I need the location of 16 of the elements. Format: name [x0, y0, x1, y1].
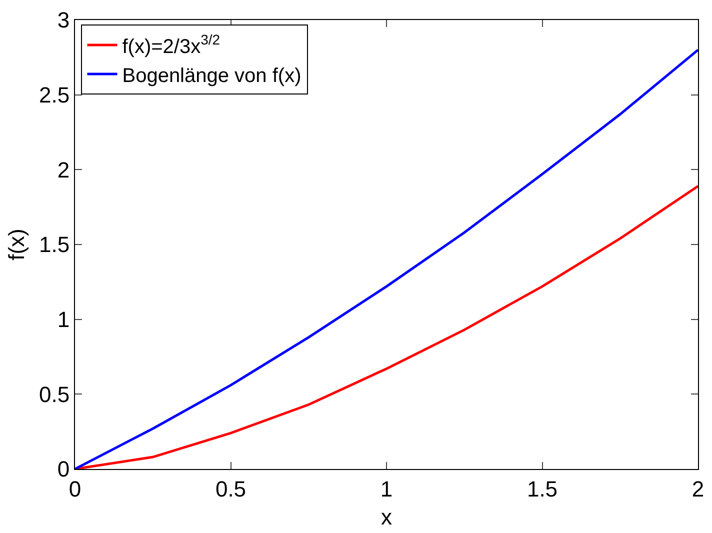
- y-tick-label: 1: [57, 307, 70, 332]
- x-tick-label: 1.5: [526, 476, 558, 502]
- y-tick-label: 1.5: [39, 232, 70, 258]
- y-tick-label: 0.5: [39, 382, 70, 407]
- x-tick-label: 1: [380, 476, 393, 502]
- y-axis-title: f(x): [4, 228, 29, 260]
- x-tick-label: 2: [692, 476, 704, 502]
- y-tick-label: 0: [57, 456, 70, 482]
- y-tick-label: 2: [57, 157, 70, 182]
- y-tick-label: 3: [57, 8, 70, 33]
- legend-label: Bogenlänge von f(x): [122, 64, 302, 87]
- x-tick-label: 0.5: [215, 476, 246, 502]
- y-tick-label: 2.5: [39, 82, 70, 108]
- line-series: [75, 184, 698, 469]
- legend-label: f(x)=2/3x$^{3/2}$: [122, 31, 220, 58]
- x-axis-title: x: [381, 504, 392, 530]
